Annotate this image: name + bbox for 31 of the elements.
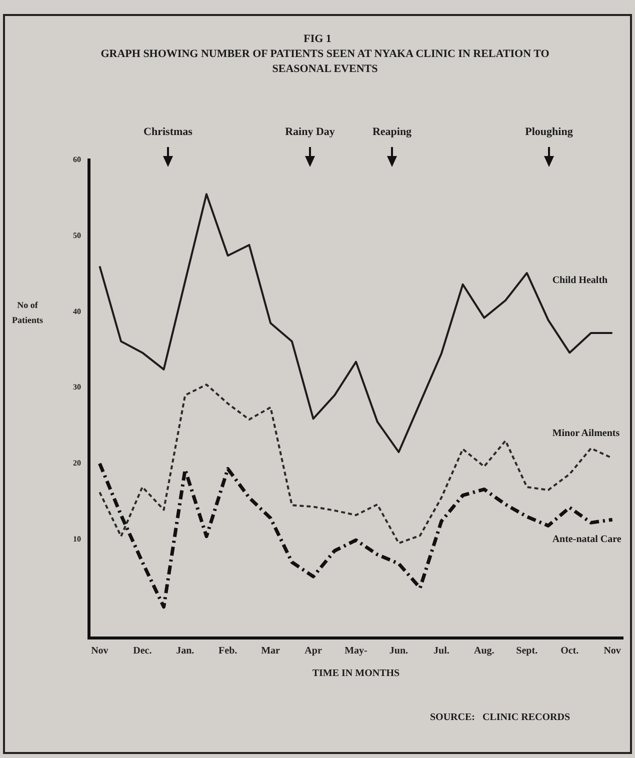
x-tick-label: Jun.: [389, 646, 409, 657]
chart-subtitle: GRAPH SHOWING NUMBER OF PATIENTS SEEN AT NYAKA CLINIC IN RELATION TO SEASONAL EVENTS: [100, 47, 550, 77]
y-tick-label: 30: [73, 382, 81, 392]
x-tick-label: Mar: [261, 646, 281, 657]
y-tick-label: 60: [73, 155, 81, 164]
x-tick-label: Nov: [91, 646, 108, 657]
x-tick-label: Jan.: [176, 646, 195, 657]
x-tick-label: Jul.: [434, 646, 450, 657]
y-tick-label: 40: [73, 306, 81, 316]
series-label: Minor Ailments: [552, 428, 620, 440]
x-tick-label: Oct.: [560, 646, 580, 657]
x-tick-label: May-: [344, 646, 368, 657]
chart-title: FIG 1: [302, 33, 332, 45]
x-tick-label: Aug.: [474, 646, 495, 657]
x-tick-label: Sept.: [516, 646, 538, 657]
text: Reaping: [371, 126, 413, 138]
x-tick-label: Nov: [604, 646, 621, 657]
x-tick-label: Dec.: [133, 646, 152, 657]
x-tick-label: Feb.: [218, 646, 238, 657]
text: Rainy Day: [284, 126, 336, 138]
text: Ploughing: [524, 126, 574, 138]
y-tick-label: 20: [73, 458, 81, 468]
text: Christmas: [142, 126, 194, 138]
y-axis-title: No of Patients: [12, 298, 43, 327]
series-label: Ante-natal Care: [552, 534, 622, 545]
series-label: Child Health: [552, 274, 608, 286]
x-tick-label: Apr: [304, 646, 322, 657]
y-tick-label: 50: [73, 230, 81, 240]
x-axis-title: TIME IN MONTHS: [311, 668, 401, 679]
source-note: SOURCE: CLINIC RECORDS: [430, 712, 572, 723]
y-tick-label: 10: [73, 534, 81, 544]
